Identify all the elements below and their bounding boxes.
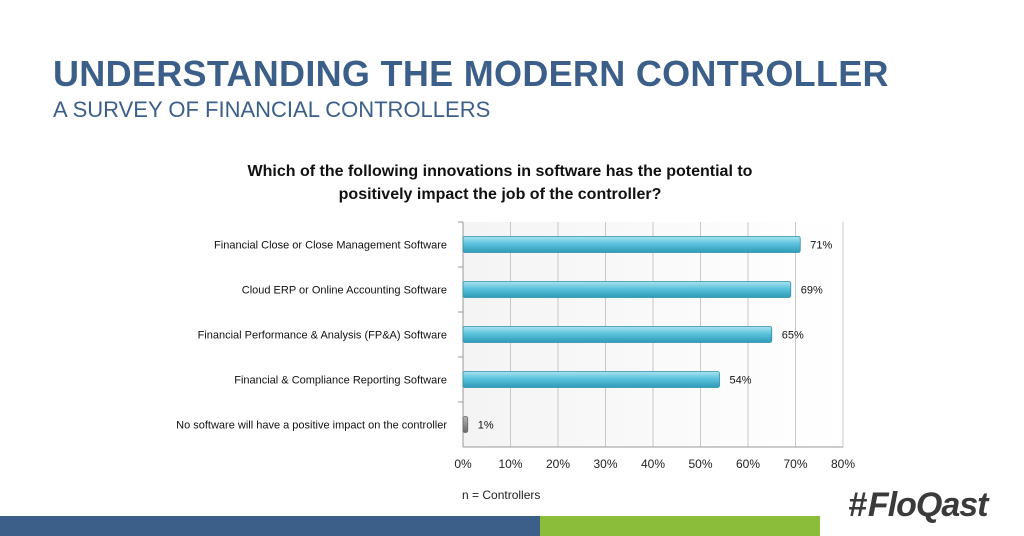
- page-title: UNDERSTANDING THE MODERN CONTROLLER: [53, 53, 889, 94]
- footer-stripe-blue: [0, 516, 540, 536]
- x-tick-label: 70%: [783, 457, 807, 471]
- bar: [462, 326, 773, 343]
- x-tick-label: 60%: [736, 457, 760, 471]
- logo-text: FloQast: [867, 486, 989, 524]
- category-label: No software will have a positive impact …: [176, 420, 447, 432]
- chart-title-line-1: Which of the following innovations in so…: [247, 163, 753, 180]
- data-label: 69%: [801, 285, 823, 297]
- data-label: 1%: [478, 420, 494, 432]
- x-tick-label: 10%: [498, 457, 522, 471]
- x-tick-label: 20%: [546, 457, 570, 471]
- bar: [462, 371, 720, 388]
- logo-mark-icon: #: [848, 486, 867, 524]
- page-subtitle: A SURVEY OF FINANCIAL CONTROLLERS: [53, 97, 491, 122]
- x-tick-label: 40%: [641, 457, 665, 471]
- chart-title: Which of the following innovations in so…: [200, 160, 800, 206]
- x-tick-label: 30%: [593, 457, 617, 471]
- data-label: 65%: [782, 330, 804, 342]
- x-tick-label: 0%: [454, 457, 472, 471]
- footer-stripe-green: [540, 516, 820, 536]
- data-label: 54%: [730, 375, 752, 387]
- x-tick-label: 80%: [831, 457, 855, 471]
- bar: [462, 281, 792, 298]
- category-label: Cloud ERP or Online Accounting Software: [242, 285, 447, 297]
- category-label: Financial & Compliance Reporting Softwar…: [234, 375, 447, 387]
- chart-title-line-2: positively impact the job of the control…: [338, 186, 662, 203]
- bar: [462, 416, 469, 433]
- bar: [462, 236, 801, 253]
- sample-note: n = Controllers: [462, 488, 541, 502]
- category-label: Financial Performance & Analysis (FP&A) …: [198, 330, 447, 342]
- x-tick-label: 50%: [688, 457, 712, 471]
- data-label: 71%: [810, 240, 832, 252]
- category-label: Financial Close or Close Management Soft…: [214, 240, 447, 252]
- floqast-logo: #FloQast: [848, 486, 988, 525]
- bar-chart: 0% 10% 20% 30% 40% 50% 60% 70% 80% Financial Clos…: [176, 221, 855, 471]
